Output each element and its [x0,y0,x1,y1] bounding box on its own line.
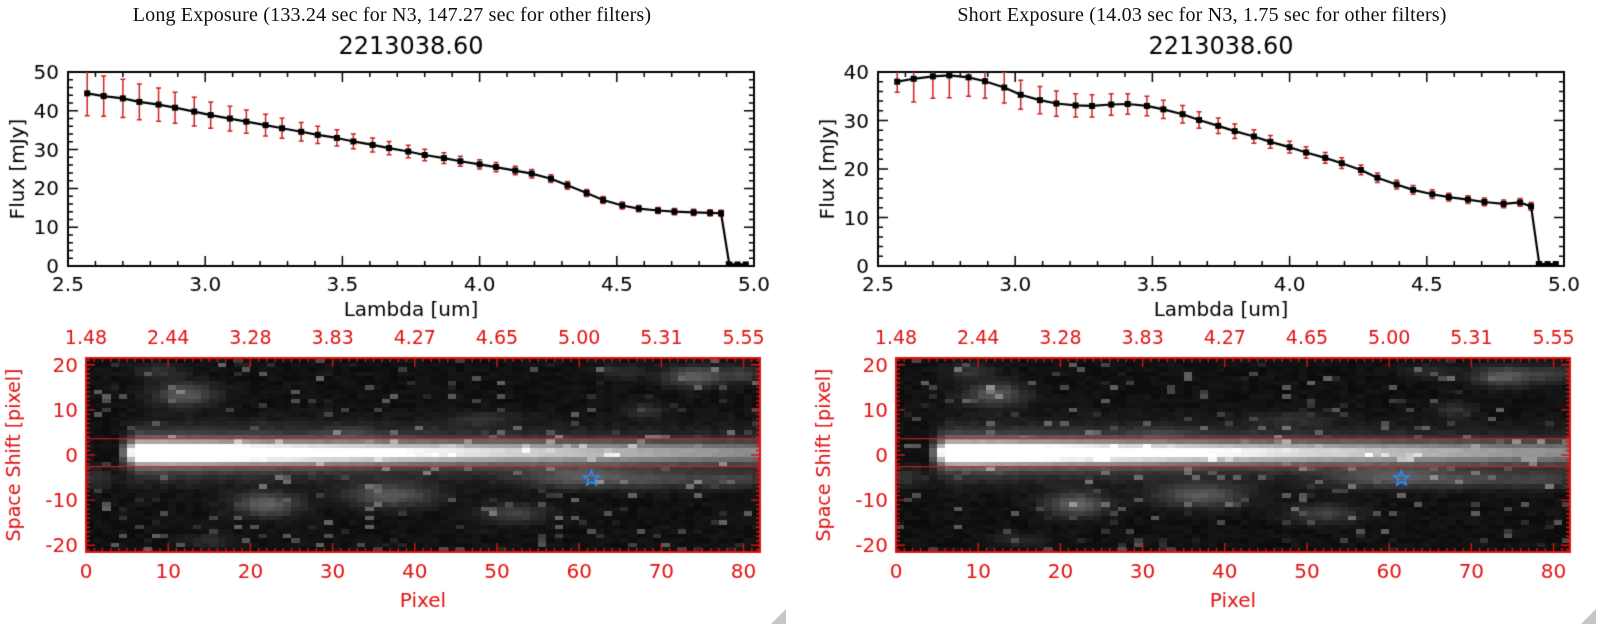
panel-title-long-exposure: Long Exposure (133.24 sec for N3, 147.27… [132,4,652,26]
spectrum-plot-short [812,28,1592,322]
resize-grip-icon[interactable] [771,609,786,624]
long-exposure-panel: Long Exposure (133.24 sec for N3, 147.27… [2,0,790,630]
resize-grip-icon[interactable] [1581,609,1596,624]
short-exposure-panel: Short Exposure (14.03 sec for N3, 1.75 s… [812,0,1600,630]
spectrum-plot-long [2,28,782,322]
spatial-image-plot-short [812,322,1592,626]
panel-title-short-exposure: Short Exposure (14.03 sec for N3, 1.75 s… [957,4,1447,26]
spatial-image-plot-long [2,322,782,626]
